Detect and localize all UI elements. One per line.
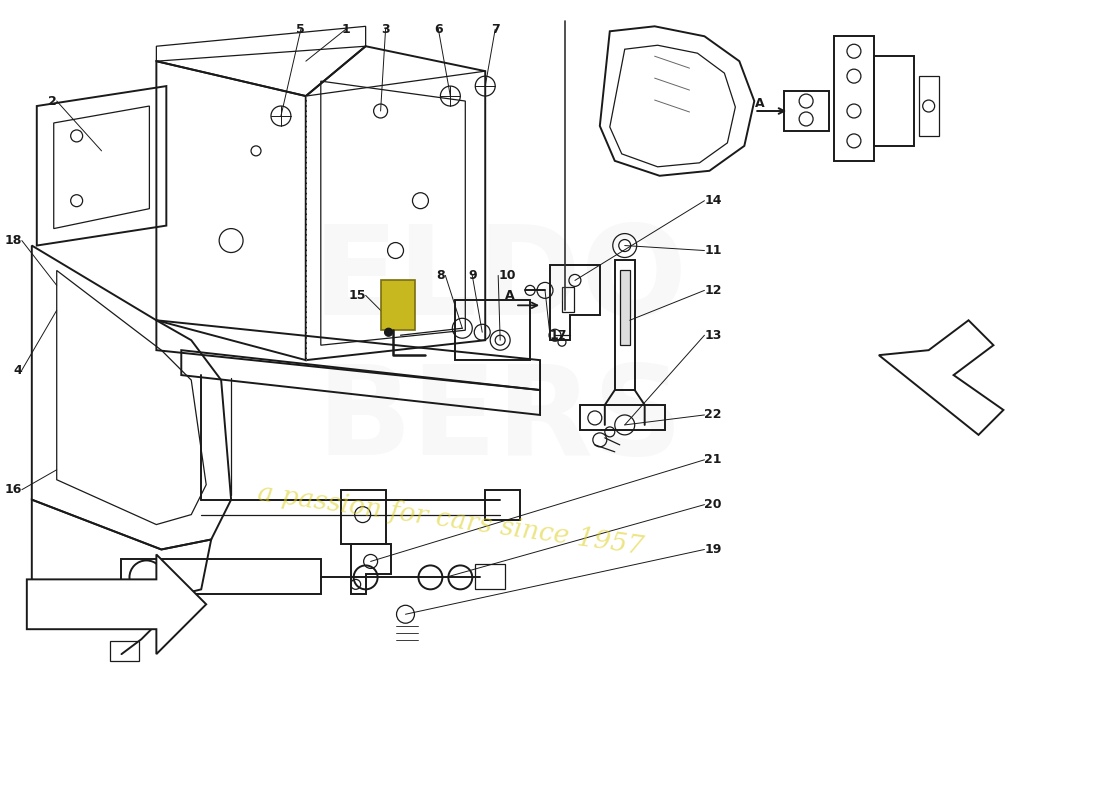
Text: 20: 20 — [704, 498, 722, 511]
Text: 8: 8 — [437, 269, 446, 282]
Bar — [381, 281, 416, 330]
Text: 14: 14 — [704, 194, 722, 207]
Text: A: A — [505, 289, 515, 302]
Circle shape — [385, 328, 393, 336]
Bar — [110, 641, 140, 661]
Text: 9: 9 — [468, 269, 476, 282]
Text: 10: 10 — [498, 269, 516, 282]
Text: A: A — [755, 97, 764, 110]
Text: 12: 12 — [704, 284, 722, 297]
Text: a passion for cars since 1957: a passion for cars since 1957 — [255, 480, 645, 559]
Text: 15: 15 — [348, 289, 365, 302]
Text: 7: 7 — [491, 22, 499, 36]
Polygon shape — [26, 554, 206, 654]
Text: 17: 17 — [550, 329, 568, 342]
Text: 2: 2 — [48, 94, 57, 107]
Text: 4: 4 — [13, 364, 22, 377]
Circle shape — [495, 335, 505, 345]
Polygon shape — [619, 270, 629, 345]
Text: 18: 18 — [4, 234, 22, 247]
Text: ELDO
BERS: ELDO BERS — [312, 220, 688, 481]
Text: 19: 19 — [704, 543, 722, 556]
Text: 22: 22 — [704, 409, 722, 422]
Text: 21: 21 — [704, 454, 722, 466]
Text: 11: 11 — [704, 244, 722, 257]
Bar — [562, 287, 574, 312]
Text: 13: 13 — [704, 329, 722, 342]
Text: 5: 5 — [297, 22, 305, 36]
Polygon shape — [879, 320, 1003, 435]
Text: 3: 3 — [382, 22, 389, 36]
Text: 6: 6 — [434, 22, 442, 36]
Text: 1: 1 — [341, 22, 350, 36]
Text: 16: 16 — [4, 483, 22, 496]
